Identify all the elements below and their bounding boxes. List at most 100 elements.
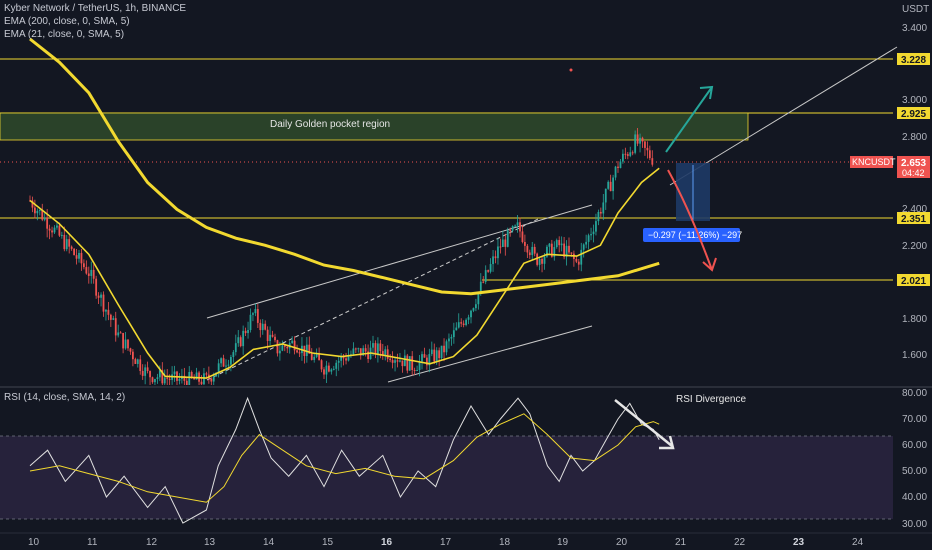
candle-body xyxy=(102,294,105,312)
candle-body xyxy=(565,245,568,257)
time-tick-10: 10 xyxy=(28,537,40,548)
candle-body xyxy=(599,211,602,214)
tick-1600: 1.600 xyxy=(902,350,927,361)
candle-body xyxy=(41,209,44,220)
candle-body xyxy=(347,356,350,361)
projection-arrows xyxy=(665,85,717,272)
candle-body xyxy=(210,378,213,382)
candle-body xyxy=(423,354,426,358)
candle-body xyxy=(97,295,100,298)
candle-body xyxy=(475,304,477,309)
measure-label: −0.297 (−11.26%) −297 xyxy=(648,230,742,240)
candle-body xyxy=(411,356,414,370)
ema200-info: EMA (200, close, 0, SMA, 5) xyxy=(4,16,130,27)
candle-body xyxy=(460,322,463,324)
candle-body xyxy=(249,314,252,330)
candle-body xyxy=(225,365,227,367)
candle-body xyxy=(362,348,365,356)
candle-body xyxy=(271,334,274,337)
candle-body xyxy=(252,313,254,315)
candle-body xyxy=(48,228,51,231)
candle-body xyxy=(254,309,257,314)
candle-body xyxy=(122,333,124,349)
candle-body xyxy=(220,358,222,364)
candle-body xyxy=(470,310,472,318)
candle-body xyxy=(560,243,563,246)
measure-label-box xyxy=(643,228,740,242)
candle-body xyxy=(526,245,529,253)
candle-body xyxy=(438,350,441,359)
time-tick-18: 18 xyxy=(499,537,511,548)
candle-body xyxy=(570,252,573,254)
arrow-up xyxy=(665,86,713,153)
candle-body xyxy=(291,340,294,344)
time-tick-13: 13 xyxy=(204,537,216,548)
level-lines xyxy=(0,58,893,281)
candle-body xyxy=(553,247,556,257)
candle-body xyxy=(342,356,345,359)
candle-body xyxy=(477,292,480,305)
candle-body xyxy=(188,371,191,385)
candle-body xyxy=(205,373,208,375)
candle-body xyxy=(546,246,548,257)
channel-lower xyxy=(387,325,593,383)
candle-body xyxy=(364,348,367,352)
price-tag-countdown: 04:42 xyxy=(902,168,925,178)
tick-3400: 3.400 xyxy=(902,23,927,34)
time-tick-11: 11 xyxy=(87,537,98,548)
rsi-tick-50: 50.00 xyxy=(902,466,927,477)
level-tag-2021: 2.021 xyxy=(901,276,926,287)
candle-body xyxy=(313,356,316,360)
candle-body xyxy=(337,360,340,363)
candle-body xyxy=(607,181,610,189)
candle-body xyxy=(538,258,541,265)
candle-body xyxy=(156,377,159,380)
time-tick-19: 19 xyxy=(557,537,569,548)
candle-body xyxy=(389,358,392,361)
candle-body xyxy=(501,239,504,248)
candle-body xyxy=(555,240,558,248)
candle-body xyxy=(644,141,646,148)
candle-body xyxy=(90,269,93,276)
candle-body xyxy=(60,234,63,236)
candle-body xyxy=(154,379,156,383)
candle-body xyxy=(467,317,470,320)
candle-body xyxy=(149,371,151,378)
candle-body xyxy=(51,230,53,233)
candle-body xyxy=(34,207,36,214)
time-tick-16: 16 xyxy=(381,537,393,548)
candle-body xyxy=(550,243,553,257)
candle-body xyxy=(580,249,583,265)
candle-body xyxy=(53,227,56,233)
candle-body xyxy=(242,330,245,347)
candle-body xyxy=(648,150,651,159)
candle-body xyxy=(232,352,235,357)
candle-body xyxy=(114,318,117,336)
candle-body xyxy=(212,376,215,382)
symbol-info: Kyber Network / TetherUS, 1h, BINANCE xyxy=(4,3,187,14)
candle-body xyxy=(479,281,482,293)
rsi-axis: 80.00 70.00 60.00 50.00 40.00 30.00 xyxy=(902,388,927,530)
candle-body xyxy=(450,337,453,339)
candle-body xyxy=(127,339,129,349)
candle-body xyxy=(117,332,120,336)
candle-body xyxy=(328,365,330,372)
candle-body xyxy=(514,225,516,227)
candle-body xyxy=(619,161,622,168)
candle-body xyxy=(394,360,396,363)
tick-1800: 1.800 xyxy=(902,314,927,325)
candle-body xyxy=(524,241,526,246)
rsi-tick-70: 70.00 xyxy=(902,414,927,425)
candle-body xyxy=(259,322,262,331)
candle-body xyxy=(320,360,323,370)
candle-body xyxy=(139,359,142,371)
candle-body xyxy=(595,221,597,232)
candle-body xyxy=(582,244,585,250)
candle-body xyxy=(56,225,58,228)
candle-body xyxy=(158,370,161,378)
rsi-sma-line xyxy=(29,413,660,503)
time-tick-21: 21 xyxy=(675,537,687,548)
candle-body xyxy=(497,246,499,259)
candle-body xyxy=(305,344,308,356)
